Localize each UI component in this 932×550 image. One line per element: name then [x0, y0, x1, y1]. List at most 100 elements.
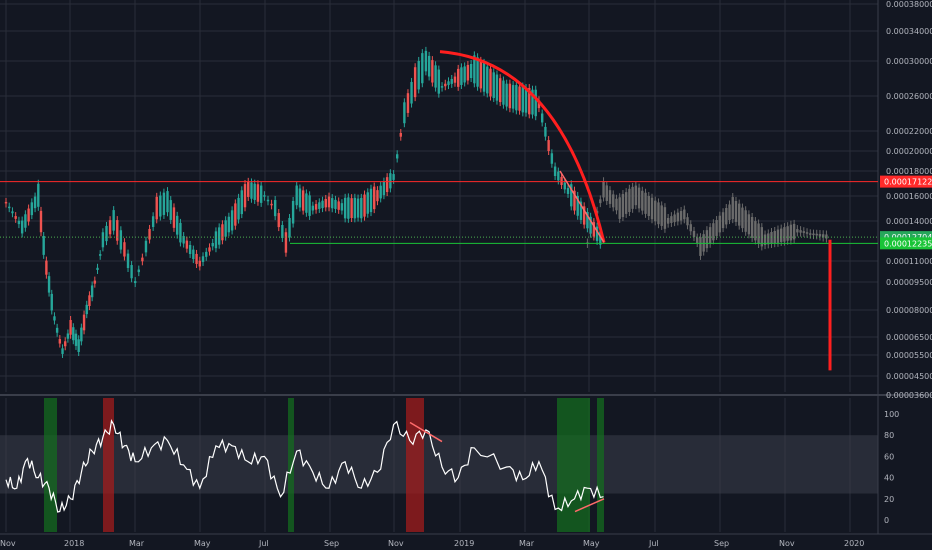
projection-candle[interactable] [602, 181, 605, 198]
projection-candle[interactable] [599, 199, 602, 204]
price-pane[interactable] [0, 46, 878, 371]
projection-candle[interactable] [741, 207, 744, 229]
price-candle[interactable] [72, 327, 75, 341]
price-candle[interactable] [301, 190, 305, 211]
price-candle[interactable] [227, 216, 231, 233]
price-candle[interactable] [314, 204, 318, 210]
projection-candle[interactable] [631, 186, 634, 209]
projection-candle[interactable] [776, 229, 780, 243]
price-candle[interactable] [243, 184, 247, 208]
price-candle[interactable] [256, 184, 260, 202]
price-candle[interactable] [99, 254, 102, 256]
price-candle[interactable] [126, 253, 130, 268]
price-candle[interactable] [395, 154, 399, 159]
projection-candle[interactable] [612, 194, 615, 208]
price-candle[interactable] [447, 81, 450, 86]
price-candle[interactable] [205, 251, 208, 257]
projection-candle[interactable] [708, 227, 712, 244]
price-candle[interactable] [557, 171, 560, 181]
projection-candle[interactable] [663, 207, 667, 229]
price-candle[interactable] [373, 186, 376, 210]
price-candle[interactable] [182, 236, 185, 244]
price-candle[interactable] [579, 201, 583, 220]
price-candle[interactable] [553, 166, 557, 176]
price-candle[interactable] [123, 242, 126, 257]
price-candle[interactable] [576, 195, 579, 216]
price-candle[interactable] [240, 190, 243, 215]
price-candle[interactable] [340, 203, 344, 211]
projection-candle[interactable] [666, 217, 670, 224]
price-candle[interactable] [524, 88, 528, 113]
price-candle[interactable] [318, 202, 321, 209]
price-candle[interactable] [130, 265, 133, 279]
price-candle[interactable] [20, 220, 24, 234]
price-candle[interactable] [141, 257, 144, 262]
price-candle[interactable] [93, 280, 97, 284]
price-candle[interactable] [198, 260, 201, 267]
projection-candle[interactable] [789, 224, 793, 241]
projection-candle[interactable] [760, 227, 764, 247]
projection-candle[interactable] [747, 214, 751, 235]
projection-candle[interactable] [744, 210, 747, 232]
projection-candle[interactable] [705, 230, 709, 249]
price-candle[interactable] [486, 66, 489, 94]
projection-candle[interactable] [618, 197, 621, 219]
price-candle[interactable] [343, 197, 347, 219]
price-candle[interactable] [385, 177, 389, 193]
price-candle[interactable] [148, 228, 151, 240]
projection-candle[interactable] [624, 192, 628, 214]
projection-candle[interactable] [738, 203, 741, 226]
projection-candle[interactable] [786, 226, 789, 241]
price-candle[interactable] [288, 217, 291, 238]
price-candle[interactable] [169, 200, 172, 220]
price-candle[interactable] [201, 256, 205, 262]
projection-candle[interactable] [608, 190, 612, 204]
price-candle[interactable] [376, 190, 379, 202]
price-candle[interactable] [550, 153, 554, 164]
price-candle[interactable] [457, 68, 460, 87]
price-candle[interactable] [101, 232, 105, 248]
price-candle[interactable] [53, 316, 56, 321]
projection-candle[interactable] [628, 188, 631, 213]
price-candle[interactable] [573, 190, 576, 211]
projection-candle[interactable] [721, 212, 725, 229]
price-candle[interactable] [547, 140, 550, 152]
projection-candle[interactable] [799, 230, 802, 233]
projection-candle[interactable] [825, 234, 828, 239]
price-candle[interactable] [440, 86, 444, 88]
price-candle[interactable] [305, 193, 308, 213]
price-candle[interactable] [353, 197, 357, 219]
price-candle[interactable] [327, 196, 331, 208]
price-candle[interactable] [61, 348, 64, 354]
projection-candle[interactable] [731, 197, 734, 220]
price-candle[interactable] [389, 173, 392, 189]
price-candle[interactable] [417, 60, 420, 90]
price-candle[interactable] [224, 220, 227, 237]
projection-candle[interactable] [815, 233, 818, 236]
price-candle[interactable] [406, 93, 410, 113]
price-candle[interactable] [85, 304, 88, 315]
projection-candle[interactable] [818, 234, 822, 237]
price-candle[interactable] [66, 333, 70, 339]
price-candle[interactable] [214, 231, 218, 249]
price-candle[interactable] [8, 206, 11, 209]
projection-candle[interactable] [805, 232, 809, 234]
projection-candle[interactable] [763, 234, 767, 246]
price-candle[interactable] [291, 200, 295, 224]
price-candle[interactable] [595, 226, 599, 241]
time-axis[interactable]: Nov 2018 Mar May Jul Sep Nov 2019 Mar May Jul Sep No… [0, 539, 864, 548]
price-candle[interactable] [489, 68, 492, 97]
price-candle[interactable] [410, 81, 413, 104]
price-candle[interactable] [88, 295, 91, 307]
projection-candle[interactable] [821, 234, 825, 238]
projection-candle[interactable] [605, 185, 608, 201]
price-candle[interactable] [521, 86, 524, 113]
price-candle[interactable] [566, 188, 570, 194]
price-candle[interactable] [42, 235, 45, 255]
projection-candle[interactable] [783, 227, 786, 242]
price-candle[interactable] [247, 181, 250, 197]
price-candle[interactable] [363, 194, 366, 217]
price-candle[interactable] [24, 214, 27, 228]
price-candle[interactable] [263, 195, 266, 197]
projection-candle[interactable] [802, 231, 806, 233]
